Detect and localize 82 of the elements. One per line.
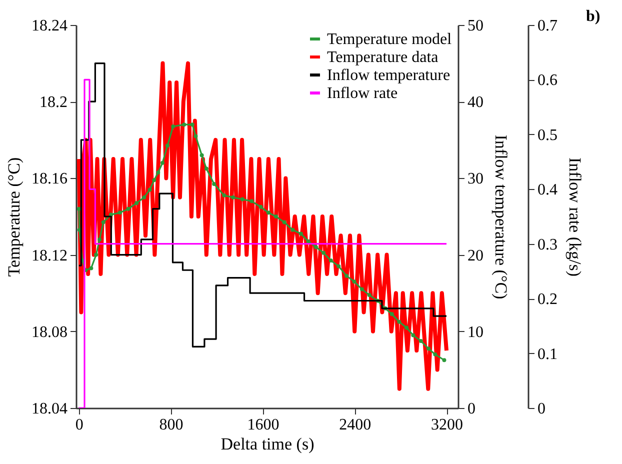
point bbox=[411, 333, 416, 338]
point bbox=[360, 287, 364, 292]
legend-label: Inflow temperature bbox=[327, 67, 450, 84]
legend-label: Temperature data bbox=[327, 49, 438, 66]
point bbox=[152, 178, 156, 182]
y2-axis-title: Inflow temperature (°C) bbox=[492, 134, 510, 300]
point bbox=[200, 153, 204, 158]
y2-tick-label: 50 bbox=[468, 18, 484, 34]
y3-tick-label: 0.7 bbox=[538, 18, 558, 34]
point bbox=[433, 352, 438, 356]
y-tick-label: 18.08 bbox=[32, 324, 68, 341]
point bbox=[76, 206, 81, 211]
point bbox=[426, 346, 430, 351]
x-tick-label: 1600 bbox=[247, 416, 280, 434]
point bbox=[442, 358, 446, 362]
point bbox=[222, 193, 226, 198]
y2-tick-label: 40 bbox=[468, 94, 484, 112]
point bbox=[250, 199, 254, 204]
point bbox=[344, 274, 349, 278]
point bbox=[258, 204, 263, 209]
point bbox=[328, 258, 333, 263]
point bbox=[282, 220, 286, 224]
y-tick-label: 18.04 bbox=[32, 400, 68, 418]
point bbox=[194, 134, 198, 138]
y3-tick-label: 0.5 bbox=[538, 126, 558, 144]
y3-tick-label: 0 bbox=[538, 400, 546, 418]
point bbox=[397, 320, 402, 324]
point bbox=[98, 237, 102, 242]
point bbox=[298, 232, 303, 236]
text: b) bbox=[586, 8, 600, 26]
y2-tick-label: 30 bbox=[468, 170, 484, 188]
point bbox=[142, 195, 146, 200]
point bbox=[94, 252, 98, 257]
point bbox=[165, 144, 170, 148]
point bbox=[322, 250, 326, 255]
point bbox=[182, 122, 186, 127]
y3-tick-label: 0.2 bbox=[538, 291, 558, 308]
point bbox=[212, 182, 216, 186]
point bbox=[118, 210, 122, 215]
y3-tick-label: 0.6 bbox=[538, 72, 558, 90]
x-tick-label: 0 bbox=[75, 416, 84, 434]
point bbox=[274, 214, 278, 218]
point bbox=[126, 206, 130, 211]
point bbox=[336, 264, 341, 268]
point bbox=[290, 228, 295, 232]
point bbox=[148, 188, 152, 192]
point bbox=[418, 338, 423, 343]
point bbox=[134, 201, 139, 206]
legend-label: Temperature model bbox=[327, 31, 452, 48]
y-axis-title: Temperature (°C) bbox=[4, 157, 24, 277]
point bbox=[160, 160, 165, 165]
y2-tick-label: 0 bbox=[468, 400, 476, 418]
point bbox=[367, 293, 372, 298]
point bbox=[352, 280, 356, 284]
y3-tick-label: 0.4 bbox=[538, 182, 558, 199]
point bbox=[101, 220, 106, 224]
point bbox=[306, 239, 310, 244]
x-tick-label: 2400 bbox=[339, 416, 372, 434]
y-tick-label: 18.12 bbox=[32, 247, 68, 264]
legend-label: Inflow rate bbox=[327, 85, 398, 102]
y3-tick-label: 0.1 bbox=[538, 346, 558, 363]
point bbox=[231, 195, 236, 200]
point bbox=[190, 122, 194, 127]
x-axis-title: Delta time (s) bbox=[220, 434, 314, 454]
point bbox=[390, 312, 394, 316]
y2-tick-label: 10 bbox=[468, 324, 484, 341]
point bbox=[266, 210, 270, 215]
point bbox=[89, 266, 94, 270]
y2-tick-label: 20 bbox=[468, 247, 484, 264]
point bbox=[404, 326, 409, 330]
y-tick-label: 18.24 bbox=[32, 18, 68, 34]
point bbox=[171, 124, 176, 128]
point bbox=[156, 170, 160, 174]
y3-tick-label: 0.3 bbox=[538, 236, 558, 254]
point bbox=[204, 166, 208, 171]
x-tick-label: 3200 bbox=[431, 416, 464, 434]
y-tick-label: 18.16 bbox=[32, 170, 68, 188]
y3-axis-title: Inflow rate (kg/s) bbox=[566, 158, 584, 276]
point bbox=[240, 197, 244, 202]
y-tick-label: 18.2 bbox=[40, 94, 68, 112]
point bbox=[314, 245, 318, 250]
x-tick-label: 800 bbox=[159, 416, 184, 434]
